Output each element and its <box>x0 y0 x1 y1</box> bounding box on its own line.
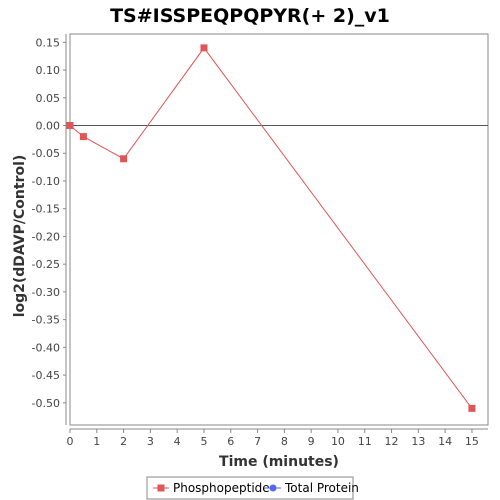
y-tick-label: 0.15 <box>36 36 61 49</box>
legend-box <box>146 476 354 500</box>
y-tick-label: 0.05 <box>36 92 61 105</box>
y-tick-label: 0.10 <box>36 64 61 77</box>
y-tick-label: -0.25 <box>32 258 60 271</box>
data-point <box>120 155 128 163</box>
x-tick-label: 0 <box>67 435 74 448</box>
legend-marker <box>157 484 165 492</box>
y-tick-label: -0.35 <box>32 314 60 327</box>
x-tick-label: 7 <box>254 435 261 448</box>
y-tick-label: -0.30 <box>32 286 60 299</box>
legend: Phosphopeptide Total Protein <box>146 476 359 500</box>
x-tick-label: 8 <box>281 435 288 448</box>
y-tick-label: 0.00 <box>36 120 61 133</box>
y-tick-label: -0.20 <box>32 230 60 243</box>
x-tick-label: 4 <box>174 435 181 448</box>
x-tick-label: 11 <box>358 435 372 448</box>
data-point <box>66 122 74 130</box>
x-tick-label: 12 <box>385 435 399 448</box>
data-point <box>200 44 208 52</box>
y-tick-label: -0.10 <box>32 175 60 188</box>
plot-frame <box>69 33 489 426</box>
x-tick-label: 5 <box>200 435 207 448</box>
x-tick-label: 3 <box>147 435 154 448</box>
y-tick-label: -0.40 <box>32 341 60 354</box>
x-tick-label: 10 <box>331 435 345 448</box>
y-tick-label: -0.05 <box>32 147 60 160</box>
y-tick-label: -0.50 <box>32 397 60 410</box>
x-tick-label: 15 <box>465 435 479 448</box>
x-tick-label: 14 <box>438 435 452 448</box>
chart-title: TS#ISSPEQPQPYR(+ 2)_v1 <box>110 5 390 27</box>
legend-marker <box>269 484 277 492</box>
y-tick-label: -0.45 <box>32 369 60 382</box>
data-point <box>468 404 476 412</box>
x-tick-label: 13 <box>411 435 425 448</box>
x-tick-label: 9 <box>308 435 315 448</box>
y-axis-label: log2(dDAVP/Control) <box>12 155 28 318</box>
y-tick-label: -0.15 <box>32 203 60 216</box>
data-point <box>79 133 87 141</box>
x-tick-label: 1 <box>93 435 100 448</box>
x-axis-label: Time (minutes) <box>219 454 339 470</box>
legend-label: Total Protein <box>284 481 359 495</box>
x-tick-label: 2 <box>120 435 127 448</box>
plot-area: 0.15 0.10 0.05 0.00 -0.05 -0.10 -0.15 -0.20 -0.2… <box>32 33 489 448</box>
legend-label: Phosphopeptide <box>173 481 270 495</box>
x-tick-label: 6 <box>227 435 234 448</box>
